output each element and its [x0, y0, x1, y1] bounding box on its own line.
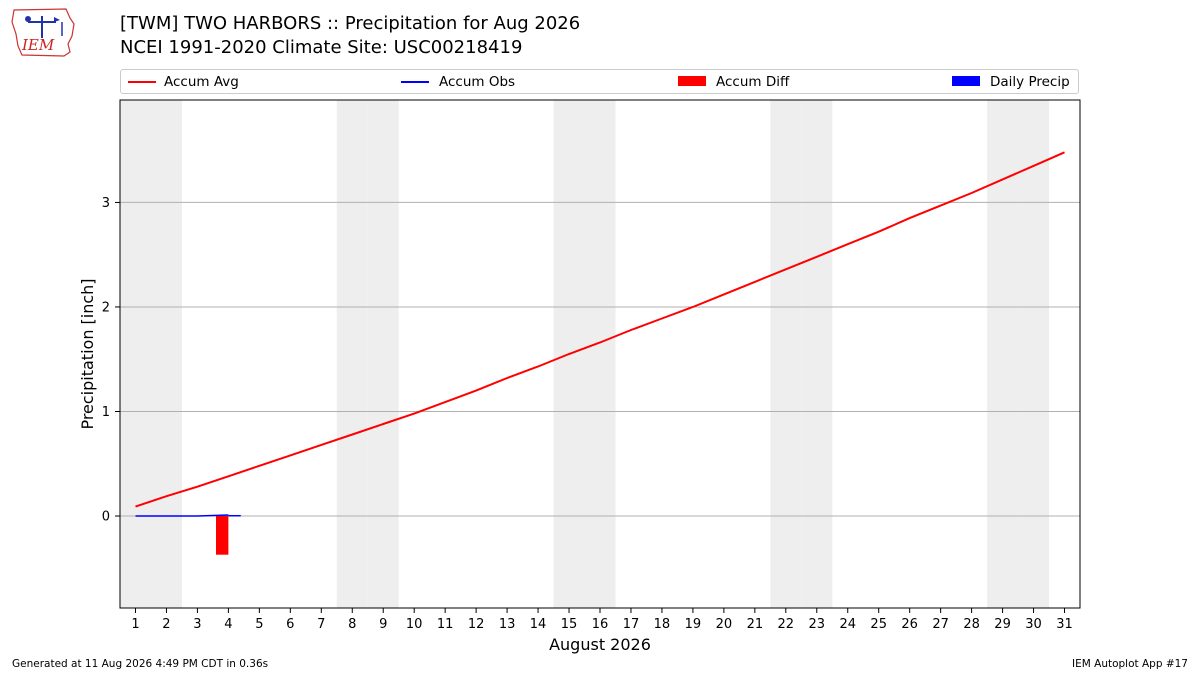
x-tick-label: 30: [1025, 617, 1042, 632]
weekend-shade-day-29: [987, 100, 1019, 608]
x-tick-label: 23: [809, 617, 826, 632]
x-tick-label: 17: [623, 617, 640, 632]
x-tick-label: 21: [747, 617, 764, 632]
accum-obs-line: [135, 514, 229, 517]
weekend-shade-day-8: [336, 100, 368, 608]
logo-text: IEM: [21, 36, 55, 54]
x-tick-label: 24: [839, 617, 856, 632]
x-tick-label: 2: [162, 617, 170, 632]
x-tick-label: 28: [963, 617, 980, 632]
x-tick-label: 3: [193, 617, 201, 632]
y-axis-label: Precipitation [inch]: [78, 278, 97, 429]
x-tick-label: 15: [561, 617, 578, 632]
x-tick-label: 27: [932, 617, 949, 632]
footer-app-id: IEM Autoplot App #17: [1072, 658, 1188, 670]
x-tick-label: 10: [406, 617, 423, 632]
x-tick-label: 4: [224, 617, 232, 632]
y-tick-label: 1: [102, 405, 110, 420]
legend-line-blue-icon: [401, 81, 429, 83]
weekend-shade-day-16: [584, 100, 616, 608]
weekend-shade-day-23: [801, 100, 833, 608]
iem-logo: IEM: [11, 8, 75, 57]
x-tick-label: 29: [994, 617, 1011, 632]
x-tick-label: 20: [716, 617, 733, 632]
x-tick-label: 5: [255, 617, 263, 632]
x-tick-label: 11: [437, 617, 454, 632]
legend-patch-blue-icon: [952, 76, 980, 86]
y-tick-label: 0: [102, 510, 110, 525]
weekend-shade-day-22: [770, 100, 802, 608]
y-tick-label: 3: [102, 196, 110, 211]
title-line-1: [TWM] TWO HARBORS :: Precipitation for A…: [120, 13, 581, 34]
legend-line-red-icon: [128, 81, 156, 83]
title-line-2: NCEI 1991-2020 Climate Site: USC00218419: [120, 37, 523, 58]
chart-title: [TWM] TWO HARBORS :: Precipitation for A…: [120, 12, 580, 60]
x-tick-label: 1: [131, 617, 139, 632]
daily-precip-bar: [228, 514, 241, 517]
legend-label-accum-avg: Accum Avg: [164, 74, 239, 90]
x-tick-label: 9: [379, 617, 387, 632]
x-tick-label: 8: [348, 617, 356, 632]
weekend-shade-day-2: [150, 100, 182, 608]
x-tick-label: 13: [499, 617, 516, 632]
y-tick-label: 2: [102, 300, 110, 315]
x-tick-label: 12: [468, 617, 485, 632]
x-tick-label: 31: [1056, 617, 1073, 632]
weekend-shade-day-30: [1018, 100, 1050, 608]
legend-label-daily-precip: Daily Precip: [990, 74, 1070, 90]
x-tick-label: 16: [592, 617, 609, 632]
legend-label-accum-diff: Accum Diff: [716, 74, 790, 90]
x-tick-label: 18: [654, 617, 671, 632]
footer-generated: Generated at 11 Aug 2026 4:49 PM CDT in …: [12, 658, 269, 670]
x-tick-label: 25: [870, 617, 887, 632]
legend: Accum Avg Accum Obs Accum Diff Daily Pre…: [120, 69, 1079, 94]
legend-patch-red-icon: [678, 76, 706, 86]
weekend-shade-day-1: [120, 100, 151, 608]
legend-label-accum-obs: Accum Obs: [439, 74, 516, 90]
x-tick-label: 6: [286, 617, 294, 632]
x-tick-label: 26: [901, 617, 918, 632]
accum-diff-bar: [216, 516, 229, 555]
x-axis-label: August 2026: [549, 635, 651, 654]
plot-frame: [119, 99, 1081, 609]
x-tick-label: 19: [685, 617, 702, 632]
x-tick-label: 7: [317, 617, 325, 632]
x-tick-label: 14: [530, 617, 547, 632]
accum-avg-line: [135, 151, 1065, 508]
weekend-shade-day-9: [367, 100, 399, 608]
x-tick-label: 22: [778, 617, 795, 632]
